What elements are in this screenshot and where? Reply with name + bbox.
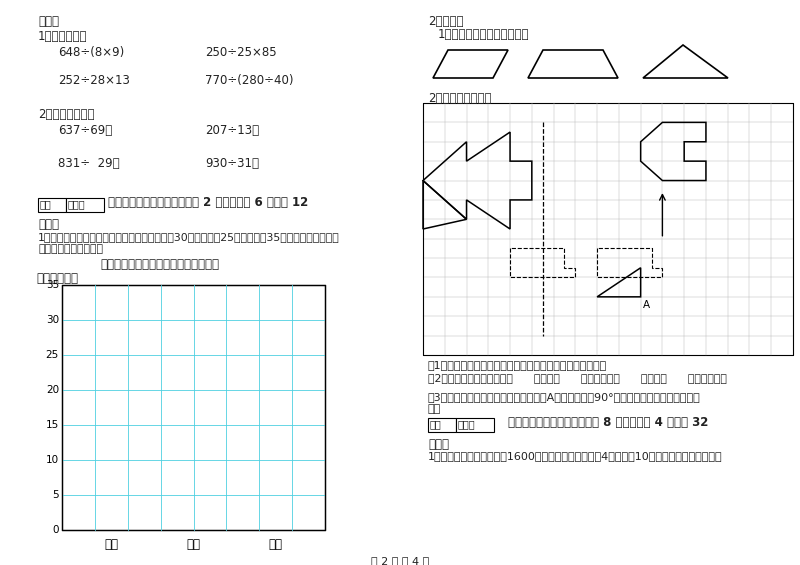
Text: 10: 10 bbox=[46, 455, 59, 465]
Text: （1）沿虚线画出图形的另一半，使它成为一个轴对称图形。: （1）沿虚线画出图形的另一半，使它成为一个轴对称图形。 bbox=[428, 360, 607, 370]
Text: 得分: 得分 bbox=[430, 419, 442, 429]
Text: 637÷69＝: 637÷69＝ bbox=[58, 124, 112, 137]
Text: 2、填求面图填空。: 2、填求面图填空。 bbox=[428, 92, 491, 105]
Text: 25: 25 bbox=[46, 350, 59, 360]
Text: A: A bbox=[642, 300, 650, 310]
Bar bbox=[456, 418, 494, 432]
Text: 1、脱式计算。: 1、脱式计算。 bbox=[38, 30, 87, 43]
Bar bbox=[423, 103, 793, 355]
Text: 0: 0 bbox=[53, 525, 59, 535]
Text: 930÷31＝: 930÷31＝ bbox=[205, 157, 259, 170]
Bar bbox=[66, 198, 104, 212]
Text: （2）图中的小船是经过向（      ）平移（      ）格，再向（      ）平移（      ）格得来的。: （2）图中的小船是经过向（ ）平移（ ）格，再向（ ）平移（ ）格得来的。 bbox=[428, 373, 727, 383]
Text: 得分: 得分 bbox=[40, 199, 52, 209]
Text: 男装: 男装 bbox=[104, 538, 118, 551]
Text: 35: 35 bbox=[46, 280, 59, 290]
Bar bbox=[38, 198, 66, 212]
Text: 1、一台压路机每小时压路1600平方米。照这样计算，4台压路机10小时可压路多少平方米？: 1、一台压路机每小时压路1600平方米。照这样计算，4台压路机10小时可压路多少… bbox=[428, 451, 722, 461]
Text: 数量（万套）: 数量（万套） bbox=[36, 272, 78, 285]
Text: 831÷  29＝: 831÷ 29＝ bbox=[58, 157, 120, 170]
Text: 2、用竖式计算。: 2、用竖式计算。 bbox=[38, 108, 94, 121]
Text: 分）。: 分）。 bbox=[38, 15, 59, 28]
Text: 童装: 童装 bbox=[186, 538, 201, 551]
Text: 30: 30 bbox=[46, 315, 59, 325]
Text: 770÷(280÷40): 770÷(280÷40) bbox=[205, 74, 294, 87]
Text: 648÷(8×9): 648÷(8×9) bbox=[58, 46, 124, 59]
Text: 207÷13＝: 207÷13＝ bbox=[205, 124, 259, 137]
Text: （3）先将三角形向左平移三格，然后绕A点逆时针旋转90°，在方格纸中画出旋转后的图: （3）先将三角形向左平移三格，然后绕A点逆时针旋转90°，在方格纸中画出旋转后的… bbox=[428, 392, 701, 402]
Text: 评卷人: 评卷人 bbox=[68, 199, 86, 209]
Text: 面的统计图补充完整。: 面的统计图补充完整。 bbox=[38, 244, 103, 254]
Bar bbox=[428, 418, 456, 432]
Text: 五、认真思考，综合能力（共 2 小题，每题 6 分，共 12: 五、认真思考，综合能力（共 2 小题，每题 6 分，共 12 bbox=[108, 196, 308, 209]
Text: 252÷28×13: 252÷28×13 bbox=[58, 74, 130, 87]
Text: 分）。: 分）。 bbox=[38, 218, 59, 231]
Text: 5: 5 bbox=[52, 490, 59, 500]
Text: 第 2 页 共 4 页: 第 2 页 共 4 页 bbox=[371, 556, 429, 565]
Text: 女装: 女装 bbox=[269, 538, 282, 551]
Text: 15: 15 bbox=[46, 420, 59, 430]
Bar bbox=[62, 285, 325, 530]
Text: 分）。: 分）。 bbox=[428, 438, 449, 451]
Text: 某服装厂第一季度生产服装情况统计图: 某服装厂第一季度生产服装情况统计图 bbox=[100, 258, 219, 271]
Text: 六、应用知识，解决问题（共 8 小题，每题 4 分，共 32: 六、应用知识，解决问题（共 8 小题，每题 4 分，共 32 bbox=[508, 416, 708, 429]
Text: 1、某服装厂第一季度生产服装情况如下：男装30万套，童装25万套，女装35万套，根据数据把下: 1、某服装厂第一季度生产服装情况如下：男装30万套，童装25万套，女装35万套，… bbox=[38, 232, 340, 242]
Text: 形。: 形。 bbox=[428, 404, 442, 414]
Text: 评卷人: 评卷人 bbox=[458, 419, 476, 429]
Text: 250÷25×85: 250÷25×85 bbox=[205, 46, 277, 59]
Text: 1、出下面的图形的一条高。: 1、出下面的图形的一条高。 bbox=[438, 28, 530, 41]
Text: 2、操作：: 2、操作： bbox=[428, 15, 463, 28]
Text: 20: 20 bbox=[46, 385, 59, 395]
